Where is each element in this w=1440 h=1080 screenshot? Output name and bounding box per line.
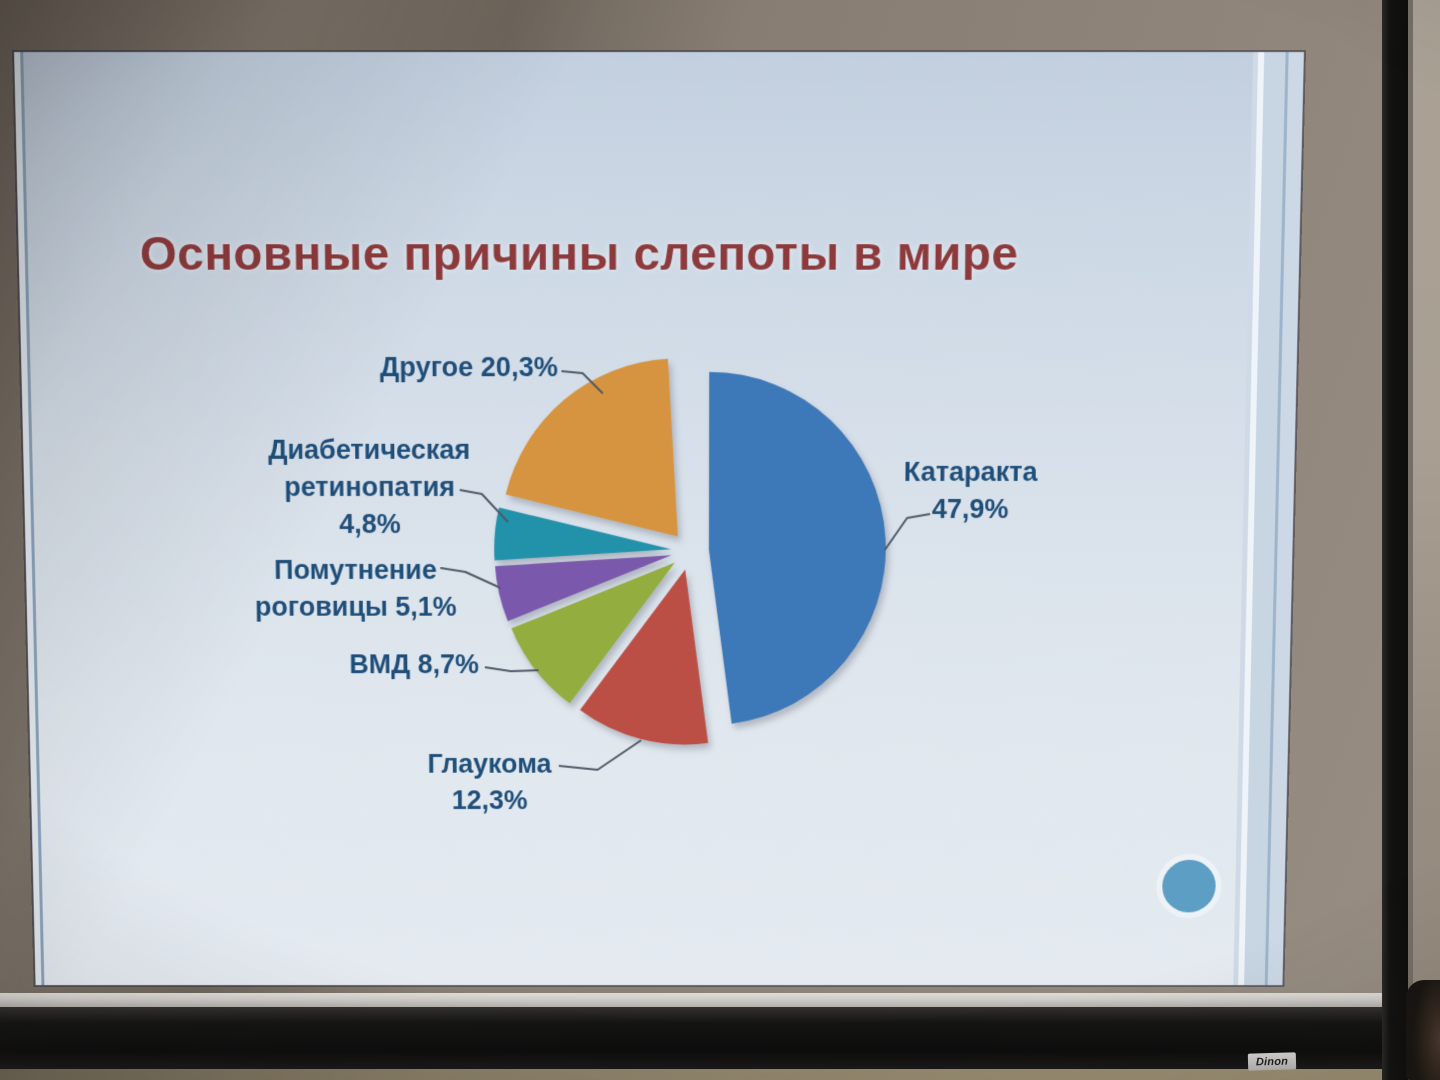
dark-object-bottom-right [1406, 980, 1440, 1080]
pie-slice-1 [708, 371, 888, 724]
pie-slice-5 [494, 507, 672, 562]
leader-line-2 [559, 740, 641, 769]
presentation-slide: Основные причины слепоты в мире Катаракт… [14, 52, 1304, 986]
leader-line-1 [884, 512, 930, 552]
pie-chart [14, 358, 930, 985]
leader-line-3 [485, 667, 539, 671]
bezel-edge-highlight [1408, 0, 1413, 1080]
pie-slices-group [494, 358, 888, 745]
pie-label-5: Диабетическая ретинопатия 4,8% [267, 434, 471, 539]
leader-line-5 [458, 488, 509, 523]
pie-slice-3 [510, 562, 675, 704]
wall-right-of-screen [1406, 0, 1440, 1080]
pie-slice-6 [504, 358, 678, 537]
pie-label-3: ВМД 8,7% [349, 649, 480, 680]
pie-label-1: Катаракта 47,9% [903, 456, 1038, 525]
screen-brand-label: Dinon [1247, 1052, 1297, 1071]
pie-slice-2 [579, 569, 709, 745]
pie-slice-4 [494, 555, 672, 622]
screen-bezel-bottom [0, 1007, 1412, 1069]
screen-bezel-right [1382, 0, 1408, 1080]
pie-label-6: Другое 20,3% [379, 351, 558, 383]
leader-lines-group [439, 371, 930, 770]
wall-strip-below-screen [0, 1069, 1412, 1080]
screen-bottom-margin [0, 993, 1385, 1007]
pie-label-4: Помутнение роговицы 5,1% [254, 554, 457, 622]
pie-label-2: Глаукома 12,3% [427, 749, 552, 815]
